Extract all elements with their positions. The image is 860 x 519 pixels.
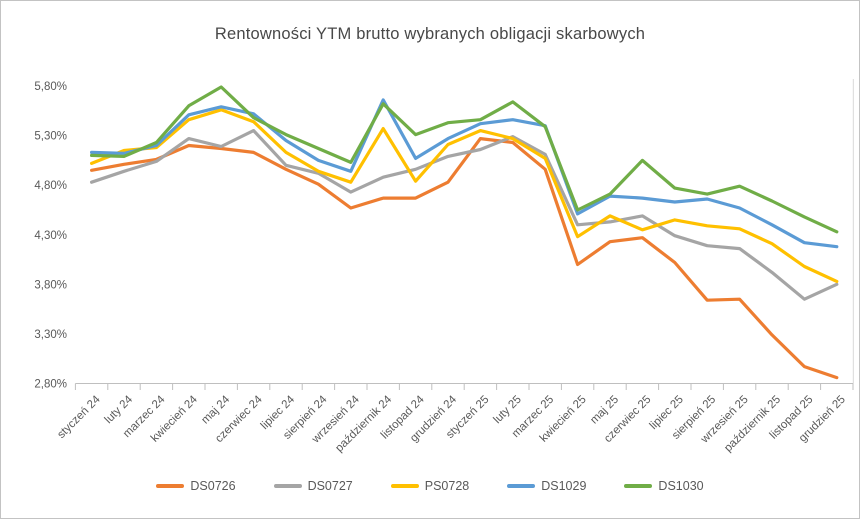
x-axis-label: październik 25 — [722, 394, 783, 455]
legend-item-ds1030: DS1030 — [624, 479, 704, 493]
series-line-DS0727 — [89, 129, 839, 301]
legend-item-ds1029: DS1029 — [507, 479, 586, 493]
legend-swatch — [156, 484, 185, 488]
series-line-DS1029 — [89, 98, 839, 249]
legend-item-ds0726: DS0726 — [156, 479, 236, 493]
series-line-DS1030 — [89, 85, 839, 234]
legend-label: DS0726 — [190, 479, 236, 493]
legend-item-ds0727: DS0727 — [273, 479, 353, 493]
chart-title: Rentowności YTM brutto wybranych obligac… — [214, 25, 646, 43]
legend-swatch — [507, 484, 536, 488]
x-axis-label: styczeń 24 — [55, 393, 103, 441]
legend-swatch — [624, 484, 653, 488]
legend-label: DS1029 — [541, 479, 587, 493]
y-axis-label: 4,80% — [34, 180, 67, 192]
legend-swatch — [273, 484, 302, 488]
y-axis-label: 5,80% — [34, 81, 67, 93]
y-axis-label: 4,30% — [34, 230, 67, 242]
x-axis-label: październik 24 — [333, 393, 394, 454]
series-line-DS0726 — [89, 137, 839, 380]
legend-label: DS0727 — [307, 479, 353, 493]
legend-label: DS1030 — [658, 479, 704, 493]
legend-label: PS0728 — [424, 479, 470, 493]
y-axis-label: 5,30% — [34, 131, 67, 143]
y-axis-label: 3,30% — [34, 329, 67, 341]
legend-swatch — [390, 484, 419, 488]
series-line-PS0728 — [89, 108, 839, 283]
y-axis-label: 3,80% — [34, 279, 67, 291]
chart-legend: DS0726 DS0727 PS0728 DS1029 DS1030 — [1, 479, 859, 493]
legend-item-ps0728: PS0728 — [390, 479, 470, 493]
y-axis-label: 2,80% — [34, 379, 67, 391]
